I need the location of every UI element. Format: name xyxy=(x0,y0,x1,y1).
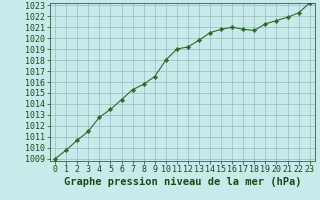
X-axis label: Graphe pression niveau de la mer (hPa): Graphe pression niveau de la mer (hPa) xyxy=(64,177,301,187)
